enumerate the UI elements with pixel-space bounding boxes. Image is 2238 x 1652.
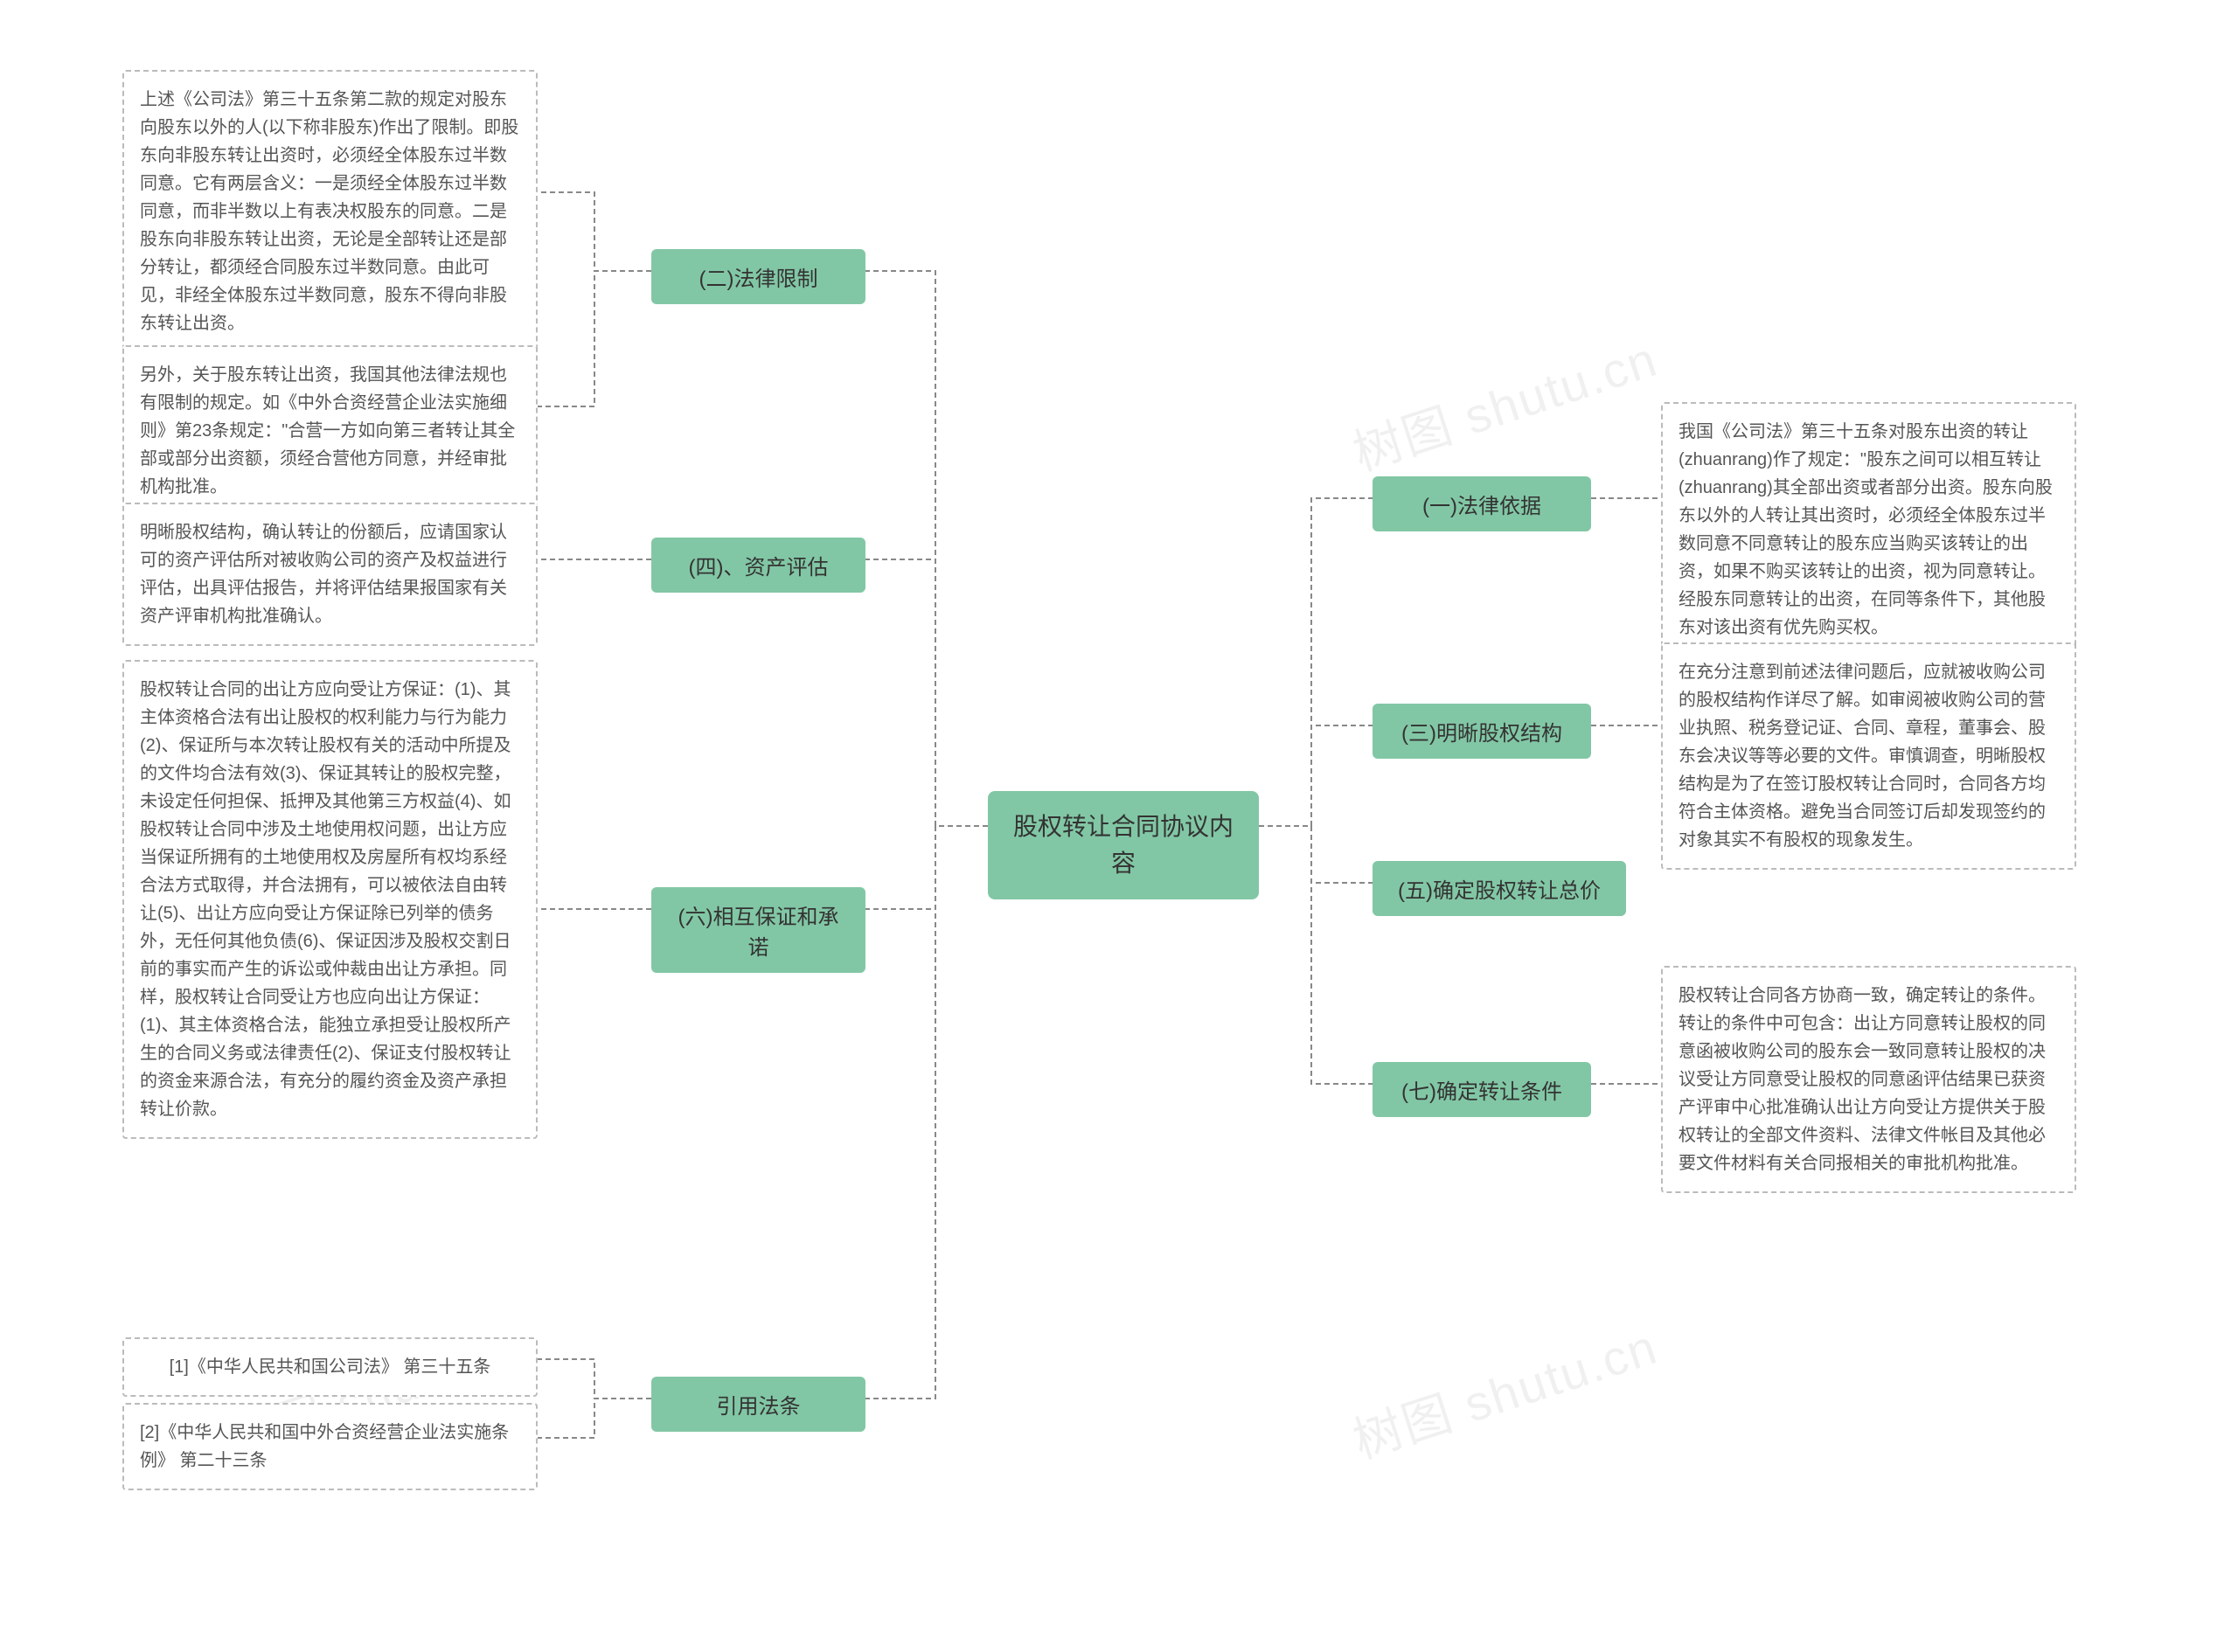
branch-total-price[interactable]: (五)确定股权转让总价: [1373, 861, 1626, 916]
branch-label: (一)法律依据: [1422, 489, 1541, 519]
leaf-node: [1]《中华人民共和国公司法》 第三十五条: [122, 1337, 538, 1397]
leaf-node: [2]《中华人民共和国中外合资经营企业法实施条例》 第二十三条: [122, 1403, 538, 1490]
watermark: 树图 shutu.cn: [1343, 320, 1665, 485]
leaf-node: 在充分注意到前述法律问题后，应就被收购公司的股权结构作详尽了解。如审阅被收购公司…: [1661, 642, 2076, 870]
branch-label: (五)确定股权转让总价: [1398, 873, 1601, 904]
leaf-node: 股权转让合同各方协商一致，确定转让的条件。转让的条件中可包含：出让方同意转让股权…: [1661, 966, 2076, 1193]
leaf-text: 在充分注意到前述法律问题后，应就被收购公司的股权结构作详尽了解。如审阅被收购公司…: [1678, 658, 2059, 854]
watermark: 树图 shutu.cn: [1343, 1308, 1665, 1473]
branch-label: 引用法条: [717, 1389, 801, 1419]
leaf-node: 上述《公司法》第三十五条第二款的规定对股东向股东以外的人(以下称非股东)作出了限…: [122, 70, 538, 353]
branch-legal-restriction[interactable]: (二)法律限制: [651, 249, 865, 304]
branch-references[interactable]: 引用法条: [651, 1377, 865, 1432]
branch-legal-basis[interactable]: (一)法律依据: [1373, 476, 1591, 531]
leaf-node: 股权转让合同的出让方应向受让方保证：(1)、其主体资格合法有出让股权的权利能力与…: [122, 660, 538, 1139]
branch-label: (三)明晰股权结构: [1401, 716, 1562, 746]
leaf-text: [2]《中华人民共和国中外合资经营企业法实施条例》 第二十三条: [140, 1419, 520, 1475]
branch-label: (二)法律限制: [699, 261, 818, 292]
branch-label: (七)确定转让条件: [1401, 1074, 1562, 1105]
branch-asset-evaluation[interactable]: (四)、资产评估: [651, 538, 865, 593]
center-topic[interactable]: 股权转让合同协议内容: [988, 791, 1259, 899]
leaf-node: 另外，关于股东转让出资，我国其他法律法规也有限制的规定。如《中外合资经营企业法实…: [122, 345, 538, 517]
branch-equity-structure[interactable]: (三)明晰股权结构: [1373, 704, 1591, 759]
center-topic-text: 股权转让合同协议内容: [1012, 809, 1234, 882]
branch-label: (四)、资产评估: [689, 550, 829, 580]
leaf-text: 另外，关于股东转让出资，我国其他法律法规也有限制的规定。如《中外合资经营企业法实…: [140, 361, 520, 501]
leaf-text: 股权转让合同各方协商一致，确定转让的条件。转让的条件中可包含：出让方同意转让股权…: [1678, 982, 2059, 1177]
branch-transfer-conditions[interactable]: (七)确定转让条件: [1373, 1062, 1591, 1117]
leaf-text: 明晰股权结构，确认转让的份额后，应请国家认可的资产评估所对被收购公司的资产及权益…: [140, 518, 520, 630]
leaf-text: 股权转让合同的出让方应向受让方保证：(1)、其主体资格合法有出让股权的权利能力与…: [140, 676, 520, 1123]
leaf-text: 上述《公司法》第三十五条第二款的规定对股东向股东以外的人(以下称非股东)作出了限…: [140, 86, 520, 337]
leaf-text: 我国《公司法》第三十五条对股东出资的转让(zhuanrang)作了规定："股东之…: [1678, 418, 2059, 642]
branch-mutual-guarantee[interactable]: (六)相互保证和承诺: [651, 887, 865, 973]
leaf-node: 我国《公司法》第三十五条对股东出资的转让(zhuanrang)作了规定："股东之…: [1661, 402, 2076, 657]
branch-label: (六)相互保证和承诺: [672, 899, 844, 961]
leaf-node: 明晰股权结构，确认转让的份额后，应请国家认可的资产评估所对被收购公司的资产及权益…: [122, 503, 538, 646]
leaf-text: [1]《中华人民共和国公司法》 第三十五条: [170, 1353, 491, 1381]
